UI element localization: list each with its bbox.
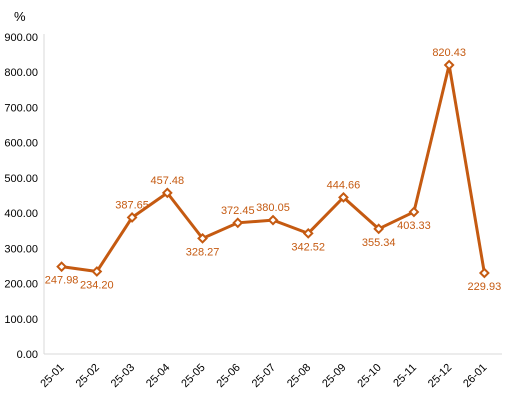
y-tick-label: 100.00 xyxy=(4,314,38,326)
data-point-marker xyxy=(56,261,68,273)
data-point-marker xyxy=(91,266,103,277)
x-tick-label: 25-05 xyxy=(179,362,207,390)
x-tick-label: 25-08 xyxy=(285,362,313,390)
data-label: 387.65 xyxy=(115,199,149,211)
x-tick-label: 25-04 xyxy=(144,362,172,390)
data-point-marker xyxy=(373,223,385,235)
data-label: 457.48 xyxy=(150,175,184,187)
data-point-marker xyxy=(302,227,314,239)
x-tick-label: 25-09 xyxy=(320,362,348,390)
x-tick-label: 25-02 xyxy=(74,362,102,390)
data-point-marker xyxy=(478,267,490,279)
data-label: 380.05 xyxy=(256,202,290,214)
y-tick-label: 800.00 xyxy=(4,67,38,79)
x-tick-label: 26-01 xyxy=(461,362,489,390)
y-tick-label: 300.00 xyxy=(4,243,38,255)
data-point-marker xyxy=(267,214,279,226)
data-label: 355.34 xyxy=(362,237,396,249)
y-tick-label: 900.00 xyxy=(4,32,38,44)
data-label: 328.27 xyxy=(186,246,220,258)
y-tick-label: 0.00 xyxy=(17,349,38,361)
data-label: 247.98 xyxy=(45,275,79,287)
y-tick-labels: 0.00 100.00 200.00 300.00 400.00 500.00 600.00… xyxy=(4,32,38,361)
data-point-marker xyxy=(126,212,138,223)
x-tick-label: 25-07 xyxy=(250,362,278,390)
data-point-markers xyxy=(56,59,490,279)
data-point-marker xyxy=(408,206,420,218)
data-point-marker xyxy=(443,59,455,71)
y-tick-label: 400.00 xyxy=(4,208,38,220)
x-tick-label: 25-06 xyxy=(215,362,243,390)
y-axis-unit-label: % xyxy=(14,9,26,24)
y-tick-label: 200.00 xyxy=(4,279,38,291)
data-label: 820.43 xyxy=(432,47,466,59)
data-point-marker xyxy=(197,232,208,244)
x-tick-label: 25-01 xyxy=(38,362,66,390)
x-tick-label: 25-03 xyxy=(109,362,137,390)
data-label: 372.45 xyxy=(221,205,255,217)
data-label: 444.66 xyxy=(327,179,361,191)
data-label: 342.52 xyxy=(291,241,325,253)
y-tick-label: 700.00 xyxy=(4,102,38,114)
data-point-marker xyxy=(161,187,173,199)
data-label: 403.33 xyxy=(397,220,431,232)
x-tick-labels: 25-01 25-02 25-03 25-04 25-05 25-06 25-07 25-08… xyxy=(38,362,489,390)
data-label: 234.20 xyxy=(80,280,114,292)
y-tick-label: 600.00 xyxy=(4,138,38,150)
x-tick-label: 25-12 xyxy=(426,362,454,390)
axes xyxy=(43,34,502,355)
data-label: 229.93 xyxy=(468,281,502,293)
data-point-marker xyxy=(232,217,244,229)
x-tick-label: 25-11 xyxy=(391,362,419,390)
y-tick-label: 500.00 xyxy=(4,173,38,185)
x-tick-label: 25-10 xyxy=(355,362,383,390)
series-line xyxy=(61,63,486,274)
data-point-marker xyxy=(338,191,349,203)
